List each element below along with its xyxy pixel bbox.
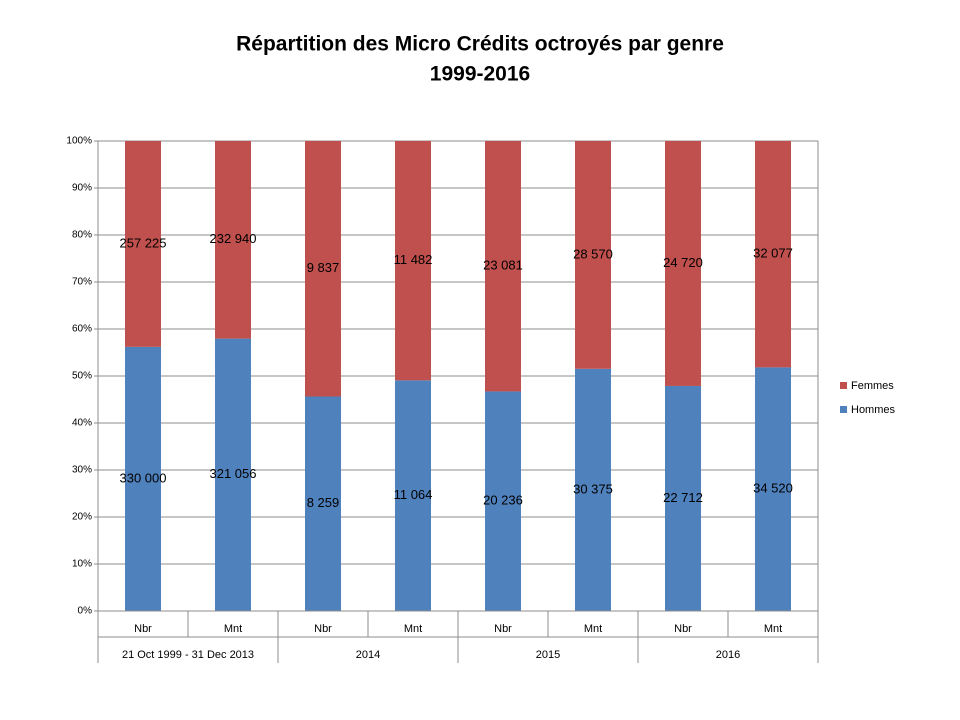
x-tick-label: Mnt: [404, 623, 422, 635]
chart-title: Répartition des Micro Crédits octroyés p…: [236, 33, 724, 56]
y-tick-label: 50%: [72, 371, 92, 382]
data-label: 232 940: [210, 231, 257, 246]
y-tick-label: 90%: [72, 183, 92, 194]
bar-segment: [485, 391, 521, 611]
x-tick-label: Nbr: [134, 623, 152, 635]
data-label: 321 056: [210, 466, 257, 481]
bar-segment: [305, 141, 341, 397]
bar-segment: [485, 141, 521, 392]
group-label: 2016: [716, 649, 740, 661]
y-tick-label: 70%: [72, 277, 92, 288]
bar-segment: [395, 141, 431, 381]
data-label: 8 259: [307, 495, 340, 510]
x-tick-label: Nbr: [494, 623, 512, 635]
bar-segment: [575, 368, 611, 611]
data-label: 32 077: [753, 246, 793, 261]
bar-segment: [755, 367, 791, 611]
data-label: 22 712: [663, 490, 703, 505]
y-tick-label: 30%: [72, 465, 92, 476]
x-tick-label: Mnt: [764, 623, 782, 635]
y-tick-label: 80%: [72, 230, 92, 241]
bar-segment: [125, 346, 161, 611]
x-tick-label: Nbr: [314, 623, 332, 635]
group-label: 2015: [536, 649, 560, 661]
bar-segment: [125, 141, 161, 347]
bar-segment: [575, 141, 611, 369]
data-label: 28 570: [573, 246, 613, 261]
group-label: 2014: [356, 649, 380, 661]
legend-label: Hommes: [851, 404, 896, 416]
group-label: 21 Oct 1999 - 31 Dec 2013: [122, 649, 254, 661]
y-tick-label: 0%: [78, 606, 93, 617]
bar-segment: [215, 141, 251, 339]
x-tick-label: Mnt: [224, 623, 242, 635]
data-label: 11 064: [394, 487, 433, 502]
legend-label: Femmes: [851, 380, 894, 392]
data-label: 9 837: [307, 260, 340, 275]
data-label: 34 520: [753, 481, 793, 496]
data-label: 24 720: [663, 255, 703, 270]
data-label: 20 236: [483, 493, 523, 508]
data-label: 257 225: [120, 235, 167, 250]
chart-subtitle: 1999-2016: [430, 63, 530, 86]
bar-segment: [665, 385, 701, 611]
y-tick-label: 60%: [72, 324, 92, 335]
legend-swatch: [840, 382, 847, 389]
x-tick-label: Mnt: [584, 623, 602, 635]
bar-segment: [305, 396, 341, 611]
bar-segment: [215, 338, 251, 611]
x-tick-label: Nbr: [674, 623, 692, 635]
bar-segment: [395, 380, 431, 611]
y-tick-label: 20%: [72, 512, 92, 523]
data-label: 330 000: [120, 470, 167, 485]
data-label: 11 482: [394, 252, 433, 267]
y-tick-label: 40%: [72, 418, 92, 429]
bar-segment: [665, 141, 701, 386]
data-label: 23 081: [483, 258, 523, 273]
legend-swatch: [840, 406, 847, 413]
data-label: 30 375: [573, 481, 613, 496]
y-tick-label: 100%: [66, 136, 92, 147]
bar-segment: [755, 141, 791, 368]
y-tick-label: 10%: [72, 559, 92, 570]
